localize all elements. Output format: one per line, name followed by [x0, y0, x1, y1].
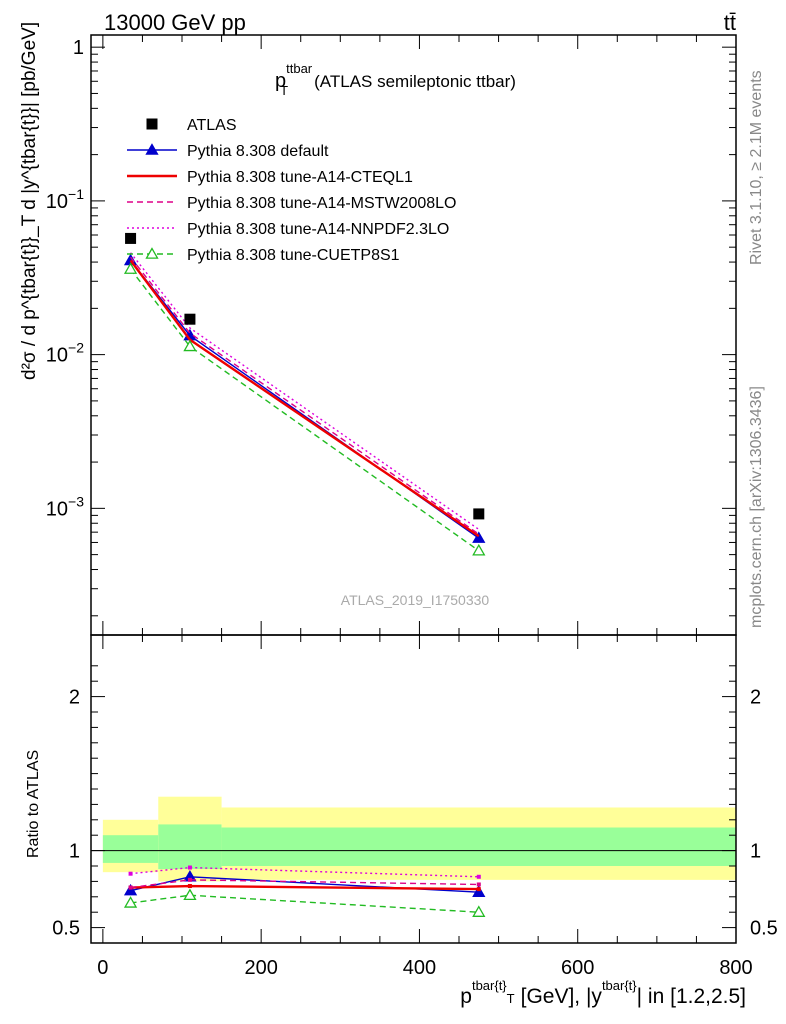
ratio-point-pythia-8-308-tune-a14-cteql1	[187, 884, 192, 889]
main-y-tick-label: 1	[73, 37, 84, 59]
ratio-series-layer	[123, 865, 486, 917]
ratio-panel: 0.5 0.5 1 1 2 2 0 200 400 600 800 Ratio to ATLAS p…	[25, 634, 778, 1008]
ratio-y-tick-label: 1	[69, 841, 80, 863]
main-point-pythia-8-308-tune-cuetp8s1	[183, 339, 197, 352]
ratio-y-tick-label-right: 2	[750, 687, 761, 709]
ratio-x-tick-label: 0	[97, 957, 108, 979]
main-line-pythia-8-308-tune-a14-nnpdf2-3lo	[130, 252, 480, 530]
ratio-band-green	[158, 824, 222, 870]
main-line-pythia-8-308-tune-a14-cteql1	[129, 259, 480, 538]
ratio-point-pythia-8-308-default	[123, 883, 138, 896]
channel-label: tt̄	[724, 10, 736, 35]
ratio-bands-layer	[102, 796, 736, 882]
ratio-y-axis-label: Ratio to ATLAS	[25, 750, 42, 858]
main-panel: 1 10−1 10−2 10−3 pttbar T (ATLAS semileptonic…	[19, 22, 737, 636]
legend-marker-pythia-8-308-tune-cuetp8s1	[145, 247, 159, 259]
ratio-x-tick-label: 800	[719, 957, 752, 979]
ratio-point-pythia-8-308-tune-a14-nnpdf2-3lo	[476, 874, 481, 879]
ratio-point-pythia-8-308-default	[472, 885, 486, 897]
main-series-layer	[123, 252, 486, 556]
ratio-line-pythia-8-308-tune-a14-mstw2008lo	[130, 879, 479, 889]
main-line-pythia-8-308-default	[130, 259, 480, 539]
main-point-pythia-8-308-tune-cuetp8s1	[472, 543, 486, 556]
ratio-band-green	[221, 827, 736, 866]
legend-marker-pythia-8-308-default	[145, 143, 159, 155]
legend-label-pythia-8-308-tune-a14-cteql1: Pythia 8.308 tune-A14-CTEQL1	[187, 169, 413, 186]
ratio-y-tick-label: 2	[69, 687, 80, 709]
ratio-y-tick-label: 0.5	[52, 918, 80, 940]
source-label: mcplots.cern.ch [arXiv:1306.3436]	[748, 386, 765, 628]
ratio-axes: 0.5 0.5 1 1 2 2 0 200 400 600 800	[52, 635, 778, 979]
ratio-point-pythia-8-308-tune-cuetp8s1	[472, 905, 486, 917]
main-line-pythia-8-308-tune-cuetp8s1	[130, 268, 480, 552]
analysis-label: ATLAS_2019_I1750330	[341, 592, 490, 608]
main-point-pythia-8-308-default	[472, 531, 486, 543]
legend-label-pythia-8-308-default: Pythia 8.308 default	[187, 143, 329, 160]
ratio-line-pythia-8-308-tune-a14-cteql1	[130, 884, 479, 891]
ratio-point-pythia-8-308-tune-a14-mstw2008lo	[476, 882, 481, 887]
main-point-pythia-8-308-tune-cuetp8s1	[123, 262, 138, 274]
main-y-tick-label: 10−3	[46, 493, 84, 520]
main-y-axis: 1 10−1 10−2 10−3	[46, 35, 737, 635]
main-y-axis-label: d²σ / d p^{tbar{t}}_T d |y^{tbar{t}}| [p…	[19, 22, 40, 380]
rivet-label: Rivet 3.1.10, ≥ 2.1M events	[748, 70, 765, 265]
data-point-atlas	[473, 508, 485, 520]
ratio-line-pythia-8-308-tune-cuetp8s1	[130, 894, 479, 913]
process-label: 13000 GeV pp	[104, 10, 246, 35]
ratio-point-pythia-8-308-tune-a14-cteql1	[476, 887, 481, 892]
ratio-point-pythia-8-308-tune-a14-nnpdf2-3lo	[128, 871, 133, 876]
legend-marker-atlas	[146, 118, 158, 130]
main-y-tick-label: 10−2	[46, 340, 84, 367]
ratio-x-tick-label: 400	[403, 957, 436, 979]
main-y-tick-label: 10−1	[46, 186, 84, 213]
data-point-atlas	[184, 313, 196, 325]
legend-label-pythia-8-308-tune-cuetp8s1: Pythia 8.308 tune-CUETP8S1	[187, 247, 400, 264]
ratio-point-pythia-8-308-tune-cuetp8s1	[183, 888, 197, 901]
ratio-x-tick-label: 200	[244, 957, 277, 979]
legend-label-atlas: ATLAS	[187, 117, 237, 134]
ratio-point-pythia-8-308-tune-a14-nnpdf2-3lo	[187, 865, 192, 870]
ratio-x-axis-label: ptbar{t}T [GeV], |ytbar{t}| in [1.2,2.5]	[460, 978, 746, 1008]
ratio-y-tick-label-right: 1	[750, 841, 761, 863]
main-line-pythia-8-308-tune-a14-mstw2008lo	[130, 256, 480, 535]
ratio-point-pythia-8-308-tune-a14-mstw2008lo	[187, 877, 192, 882]
ratio-point-pythia-8-308-tune-a14-mstw2008lo	[128, 885, 133, 890]
main-data-layer	[125, 232, 485, 520]
ratio-x-tick-label: 600	[561, 957, 594, 979]
legend: ATLAS Pythia 8.308 default Pythia 8.308 tu…	[127, 117, 456, 264]
ratio-band-green	[102, 835, 159, 863]
legend-label-pythia-8-308-tune-a14-nnpdf2-3lo: Pythia 8.308 tune-A14-NNPDF2.3LO	[187, 221, 449, 238]
legend-label-pythia-8-308-tune-a14-mstw2008lo: Pythia 8.308 tune-A14-MSTW2008LO	[187, 195, 456, 212]
ratio-y-tick-label-right: 0.5	[750, 918, 778, 940]
ratio-point-pythia-8-308-tune-cuetp8s1	[123, 896, 138, 908]
main-plot-title: pttbar T (ATLAS semileptonic ttbar)	[275, 61, 516, 98]
data-point-atlas	[125, 232, 137, 244]
